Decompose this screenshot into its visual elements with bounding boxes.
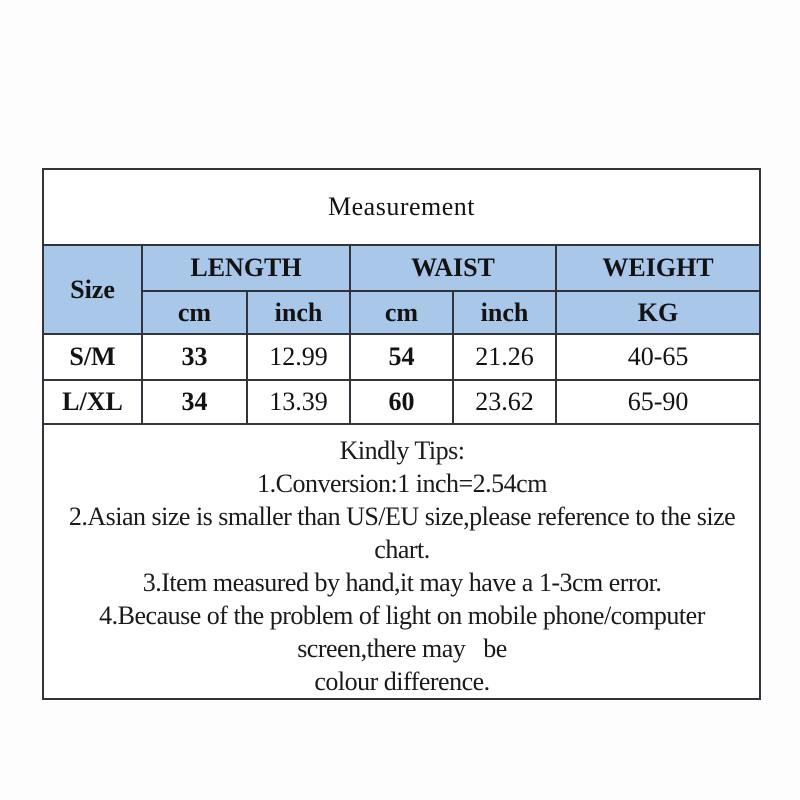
tips-row: Kindly Tips: 1.Conversion:1 inch=2.54cm … [41,423,762,700]
weight-kg-subheader: KG [554,290,762,335]
weight-kg-cell: 65-90 [554,379,762,425]
page-title: Measurement [41,168,762,246]
tips-line: 4.Because of the problem of light on mob… [99,601,711,663]
weight-group-header: WEIGHT [554,244,762,292]
weight-kg-cell: 40-65 [554,333,762,381]
table-row: L/XL 34 13.39 60 23.62 65-90 [42,379,762,425]
measurement-table: Measurement Size LENGTH WAIST WEIGHT cm … [41,168,762,700]
waist-inch-cell: 21.26 [452,333,557,381]
length-inch-cell: 12.99 [246,333,351,381]
length-inch-subheader: inch [246,290,351,335]
title-row: Measurement [41,168,762,246]
tips-line: 2.Asian size is smaller than US/EU size,… [68,502,742,564]
tips-line: colour difference. [314,667,490,696]
table-row: S/M 33 12.99 54 21.26 40-65 [42,333,762,381]
header-group-row: Size LENGTH WAIST WEIGHT [42,244,762,335]
kindly-tips: Kindly Tips: 1.Conversion:1 inch=2.54cm … [41,423,762,700]
waist-inch-subheader: inch [452,290,557,335]
tips-line: 1.Conversion:1 inch=2.54cm [257,469,547,498]
size-chart: Measurement Size LENGTH WAIST WEIGHT cm … [41,168,762,700]
size-cell: L/XL [42,379,143,425]
waist-group-header: WAIST [349,244,557,292]
waist-cm-subheader: cm [349,290,454,335]
header-unit-row: cm inch cm inch KG [43,290,762,335]
size-column-header: Size [42,244,143,335]
length-cm-cell: 33 [141,333,248,381]
length-cm-subheader: cm [141,290,248,335]
length-cm-cell: 34 [141,379,248,425]
tips-heading: Kindly Tips: [339,436,465,465]
tips-line: 3.Item measured by hand,it may have a 1-… [142,568,662,597]
length-group-header: LENGTH [141,244,351,292]
waist-cm-cell: 60 [349,379,454,425]
waist-cm-cell: 54 [349,333,454,381]
length-inch-cell: 13.39 [246,379,351,425]
waist-inch-cell: 23.62 [452,379,557,425]
size-cell: S/M [42,333,143,381]
